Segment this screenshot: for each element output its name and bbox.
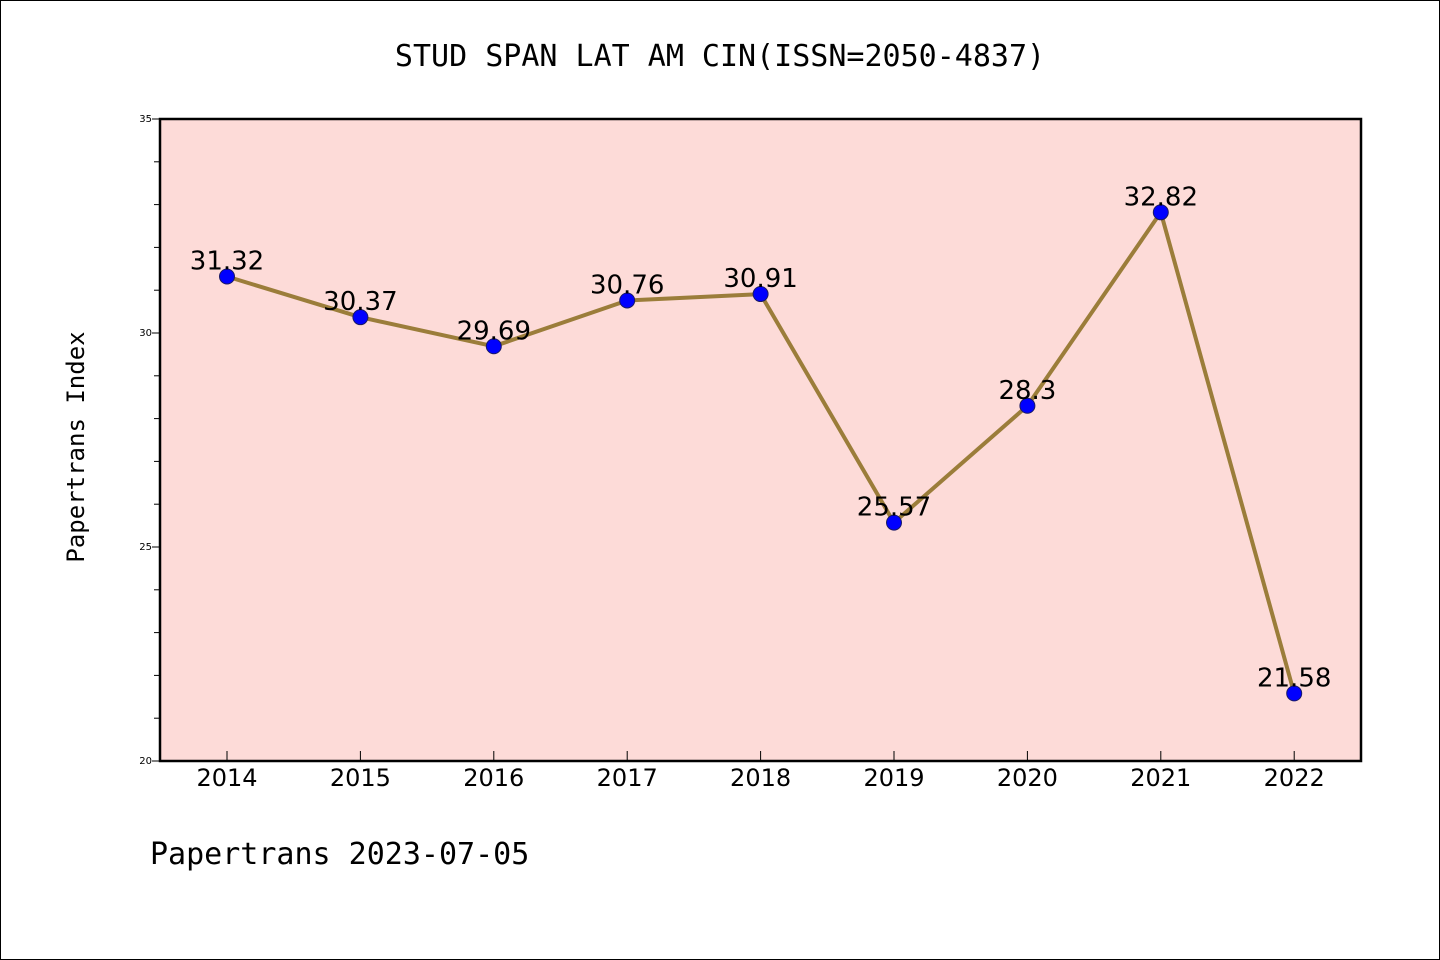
footer-date-stamp: Papertrans 2023-07-05	[150, 837, 529, 872]
data-value-label: 32.82	[1124, 182, 1198, 212]
data-value-label: 30.37	[323, 287, 397, 317]
data-point-marker	[1286, 685, 1303, 702]
data-point-marker	[886, 514, 902, 531]
x-tick-label: 2014	[196, 764, 257, 792]
plot-border	[158, 117, 1363, 763]
x-tick-label: 2022	[1264, 764, 1325, 792]
data-point-marker	[485, 338, 502, 355]
y-tick-label: 30	[139, 328, 152, 339]
data-value-label: 30.76	[590, 270, 664, 300]
x-tick-label: 2017	[597, 764, 658, 792]
data-value-label: 21.58	[1257, 663, 1331, 693]
y-tick-label: 20	[139, 756, 152, 767]
data-value-label: 25.57	[857, 493, 931, 523]
data-labels: 31.32 30.37 29.69 30.76 30.91 25.57 28.3 32.82 2…	[190, 182, 1332, 693]
data-point-marker	[219, 268, 235, 285]
data-point-marker	[1019, 397, 1036, 414]
data-value-label: 30.91	[723, 264, 797, 294]
data-value-label: 28.3	[998, 376, 1056, 406]
x-tick-label: 2021	[1130, 764, 1191, 792]
x-tick-label: 2019	[863, 764, 924, 792]
data-markers	[219, 204, 1303, 702]
x-tick-label: 2020	[997, 764, 1058, 792]
x-tick-label: 2015	[330, 764, 391, 792]
data-point-marker	[619, 292, 636, 309]
x-tick-label: 2018	[730, 764, 791, 792]
x-axis-ticks: 2014 2015 2016 2017 2018 2019 2020 2021 2022	[196, 751, 1325, 792]
y-tick-label: 35	[139, 114, 152, 125]
y-tick-label: 25	[139, 542, 152, 553]
data-value-label: 31.32	[190, 247, 264, 277]
data-value-label: 29.69	[457, 316, 531, 346]
data-point-marker	[752, 286, 769, 303]
x-tick-label: 2016	[463, 764, 524, 792]
chart-title: STUD SPAN LAT AM CIN(ISSN=2050-4837)	[395, 39, 1045, 74]
data-point-marker	[352, 309, 369, 326]
y-axis-ticks: 20 25 30 35	[139, 114, 160, 767]
data-point-marker	[1152, 204, 1169, 221]
y-axis-label: Papertrans Index	[62, 331, 90, 562]
plot-area	[160, 119, 1361, 761]
